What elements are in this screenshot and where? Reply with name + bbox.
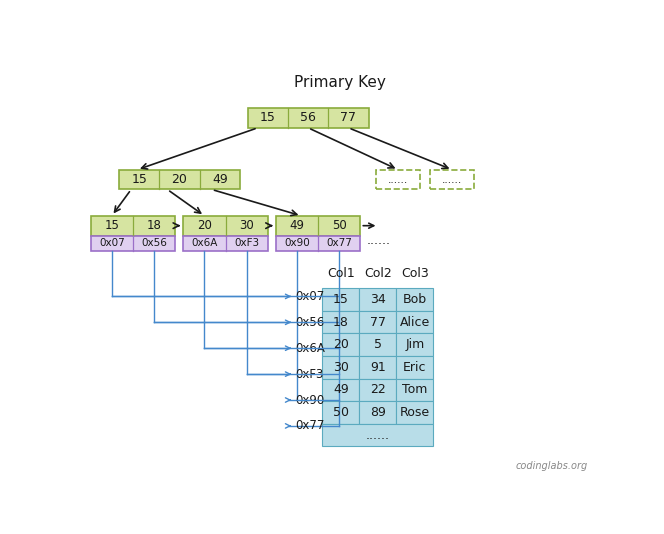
Text: Alice: Alice [400,316,430,328]
Text: Jim: Jim [405,338,424,351]
Text: 0x56: 0x56 [141,238,167,248]
Text: 22: 22 [370,383,386,396]
Bar [359,356,396,379]
Bar [359,311,396,333]
Text: 0xF3: 0xF3 [234,238,259,248]
Text: Tom: Tom [402,383,428,396]
Text: ......: ...... [388,175,408,185]
Text: Col1: Col1 [327,268,355,280]
Bar [183,216,268,235]
Bar [322,311,359,333]
Text: 0xF3: 0xF3 [295,367,324,381]
Bar [322,424,434,446]
Text: 0x77: 0x77 [326,238,352,248]
Text: 0x6A: 0x6A [295,342,325,355]
Text: ......: ...... [442,175,462,185]
Text: Col3: Col3 [401,268,429,280]
Text: 0x56: 0x56 [295,316,325,329]
Text: 0x90: 0x90 [284,238,310,248]
Text: 18: 18 [333,316,349,328]
Bar [91,235,175,251]
Text: 15: 15 [131,173,147,186]
Bar [322,401,359,424]
Text: 30: 30 [239,219,254,232]
Text: 18: 18 [147,219,161,232]
Text: 49: 49 [333,383,349,396]
Text: 34: 34 [370,293,386,306]
Bar [396,288,434,311]
Text: codinglabs.org: codinglabs.org [515,461,588,471]
Text: 49: 49 [290,219,305,232]
Text: 56: 56 [300,112,316,124]
Text: 77: 77 [341,112,357,124]
Text: 49: 49 [212,173,228,186]
Text: Rose: Rose [400,406,430,419]
Text: 20: 20 [333,338,349,351]
Bar [396,356,434,379]
Text: 0x07: 0x07 [295,290,325,303]
Text: Col2: Col2 [364,268,392,280]
Bar [322,356,359,379]
Text: 0x90: 0x90 [295,394,325,406]
Bar [91,216,175,235]
Bar [322,379,359,401]
Text: 91: 91 [370,361,386,374]
Text: Primary Key: Primary Key [294,75,386,90]
Bar [396,379,434,401]
Bar [322,333,359,356]
Bar [430,170,474,190]
Text: 15: 15 [260,112,276,124]
Text: 15: 15 [104,219,120,232]
Text: 15: 15 [333,293,349,306]
Text: 0x07: 0x07 [99,238,125,248]
Bar [359,333,396,356]
Bar [119,170,240,190]
Text: 50: 50 [332,219,347,232]
Text: 50: 50 [333,406,349,419]
Text: 30: 30 [333,361,349,374]
Text: 5: 5 [374,338,382,351]
Bar [248,108,369,128]
Text: 89: 89 [370,406,386,419]
Text: 0x6A: 0x6A [191,238,218,248]
Text: Eric: Eric [403,361,427,374]
Bar [396,311,434,333]
Text: 0x77: 0x77 [295,419,325,433]
Bar [276,216,361,235]
Text: 20: 20 [171,173,187,186]
Bar [376,170,420,190]
Bar [396,401,434,424]
Bar [359,401,396,424]
Text: 77: 77 [370,316,386,328]
Text: ......: ...... [366,429,390,442]
Text: Bob: Bob [403,293,427,306]
Bar [359,379,396,401]
Text: ......: ...... [367,234,391,247]
Bar [276,235,361,251]
Bar [359,288,396,311]
Text: 20: 20 [197,219,212,232]
Bar [322,288,359,311]
Bar [396,333,434,356]
Bar [183,235,268,251]
